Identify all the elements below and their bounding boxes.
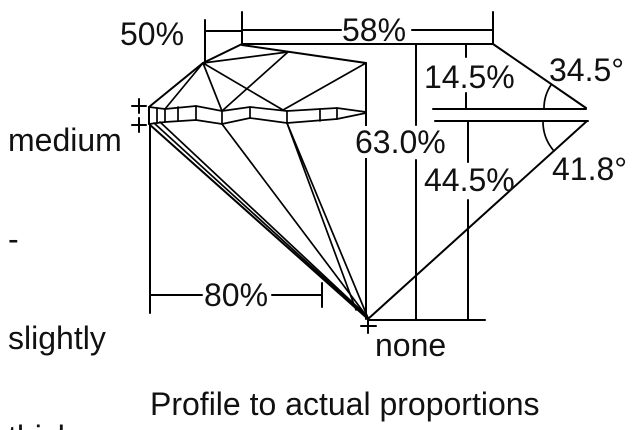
girdle-description: medium - slightly thick (faceted) 4.0% [8,58,134,430]
dimension-lines [131,11,589,334]
pavilion-facets [153,121,369,319]
label-crown-angle: 34.5° [549,52,625,88]
label-table-size: 58% [342,12,407,48]
pavilion-angle-arc [542,120,555,152]
diamond-outline [148,43,588,320]
diagram-caption: Profile to actual proportions [150,386,540,422]
girdle-band [148,105,367,125]
label-culet: none [375,327,447,363]
girdle-line-3: slightly [8,320,106,356]
girdle-line-2: - [8,221,19,257]
label-crown-height: 14.5% [424,59,515,95]
label-lower-girdle: 80% [204,277,269,313]
label-star-length: 50% [120,16,185,52]
crown-facets [164,51,367,112]
label-pavilion-depth: 44.5% [424,162,515,198]
label-total-depth: 63.0% [354,124,447,160]
crown-angle-arc [543,84,552,110]
girdle-line-4: thick [8,421,134,430]
label-pavilion-angle: 41.8° [552,151,628,187]
girdle-line-1: medium [8,122,122,158]
